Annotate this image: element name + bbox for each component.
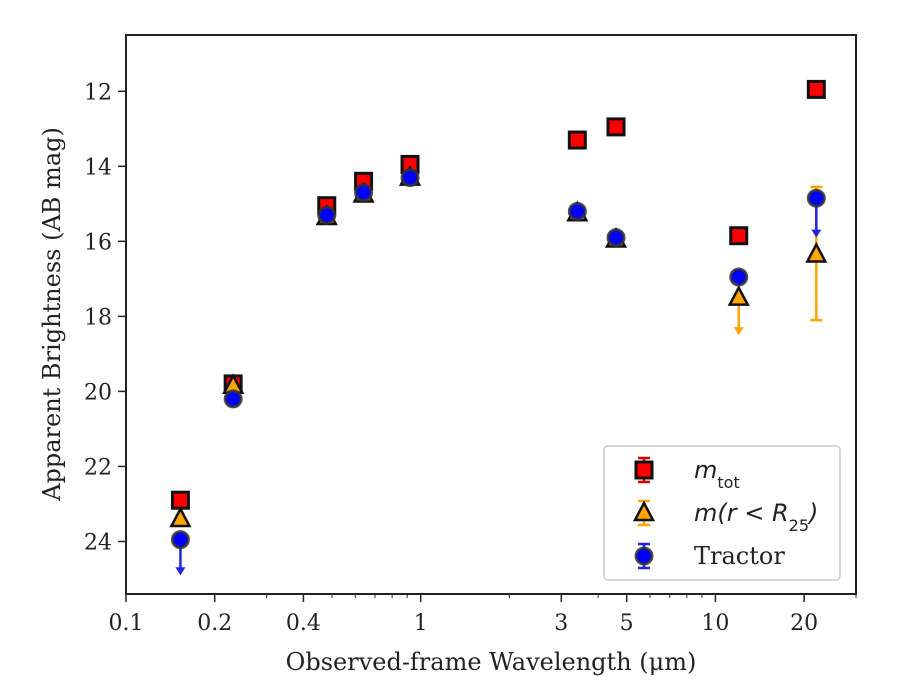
axes: 0.1 0.2 0.4 1 3 5 10 20 12 14 16 18 20 22 24 xyxy=(84,34,857,636)
legend: mtot m(r < R25) Tractor xyxy=(603,445,841,581)
legend-marker xyxy=(634,546,654,566)
x-tick-label: 1 xyxy=(414,611,428,636)
legend-entry: Tractor xyxy=(634,542,785,570)
data-point xyxy=(729,267,749,287)
data-point xyxy=(727,284,750,306)
y-tick-label: 24 xyxy=(84,530,112,555)
data-point xyxy=(729,226,749,246)
upper-limit-arrow-head xyxy=(175,567,186,576)
y-tick-label: 16 xyxy=(84,230,112,255)
data-point xyxy=(806,79,826,99)
data-point xyxy=(170,530,190,550)
data-point xyxy=(567,201,587,221)
data-point xyxy=(806,188,826,208)
plot-frame xyxy=(125,34,857,595)
x-tick-label: 0.1 xyxy=(109,611,144,636)
x-tick-label: 20 xyxy=(790,611,818,636)
upper-limit-arrow-head xyxy=(733,327,744,336)
x-tick-label: 0.4 xyxy=(286,611,321,636)
y-tick-label: 12 xyxy=(84,80,112,105)
data-point xyxy=(400,168,420,188)
plot-area xyxy=(169,79,828,576)
x-tick-label: 5 xyxy=(620,611,634,636)
x-axis-label: Observed-frame Wavelength (μm) xyxy=(286,648,697,676)
x-tick-label: 0.2 xyxy=(197,611,232,636)
series-square xyxy=(170,79,826,510)
y-tick-label: 18 xyxy=(84,305,112,330)
x-tick-label: 10 xyxy=(701,611,729,636)
y-tick-label: 22 xyxy=(84,455,112,480)
legend-label: Tractor xyxy=(694,542,785,570)
upper-limit-arrow-head xyxy=(811,229,822,238)
data-point xyxy=(606,117,626,137)
series-circle xyxy=(170,168,826,576)
data-point xyxy=(223,389,243,409)
legend-marker xyxy=(632,500,656,522)
x-tick-label: 3 xyxy=(554,611,568,636)
y-axis-label: Apparent Brightness (AB mag) xyxy=(38,127,66,502)
data-point xyxy=(170,490,190,510)
data-point xyxy=(606,228,626,248)
legend-label: mtot xyxy=(694,456,740,492)
legend-box xyxy=(603,445,841,581)
data-point xyxy=(317,205,337,225)
data-point xyxy=(805,241,828,263)
y-tick-label: 14 xyxy=(84,155,112,180)
data-point xyxy=(354,183,374,203)
data-point xyxy=(567,130,587,150)
legend-label: m(r < R25) xyxy=(694,499,818,535)
y-tick-label: 20 xyxy=(84,380,112,405)
legend-entry: mtot xyxy=(634,456,740,492)
legend-entry: m(r < R25) xyxy=(632,499,818,535)
legend-marker xyxy=(634,460,654,480)
data-point xyxy=(169,506,192,528)
